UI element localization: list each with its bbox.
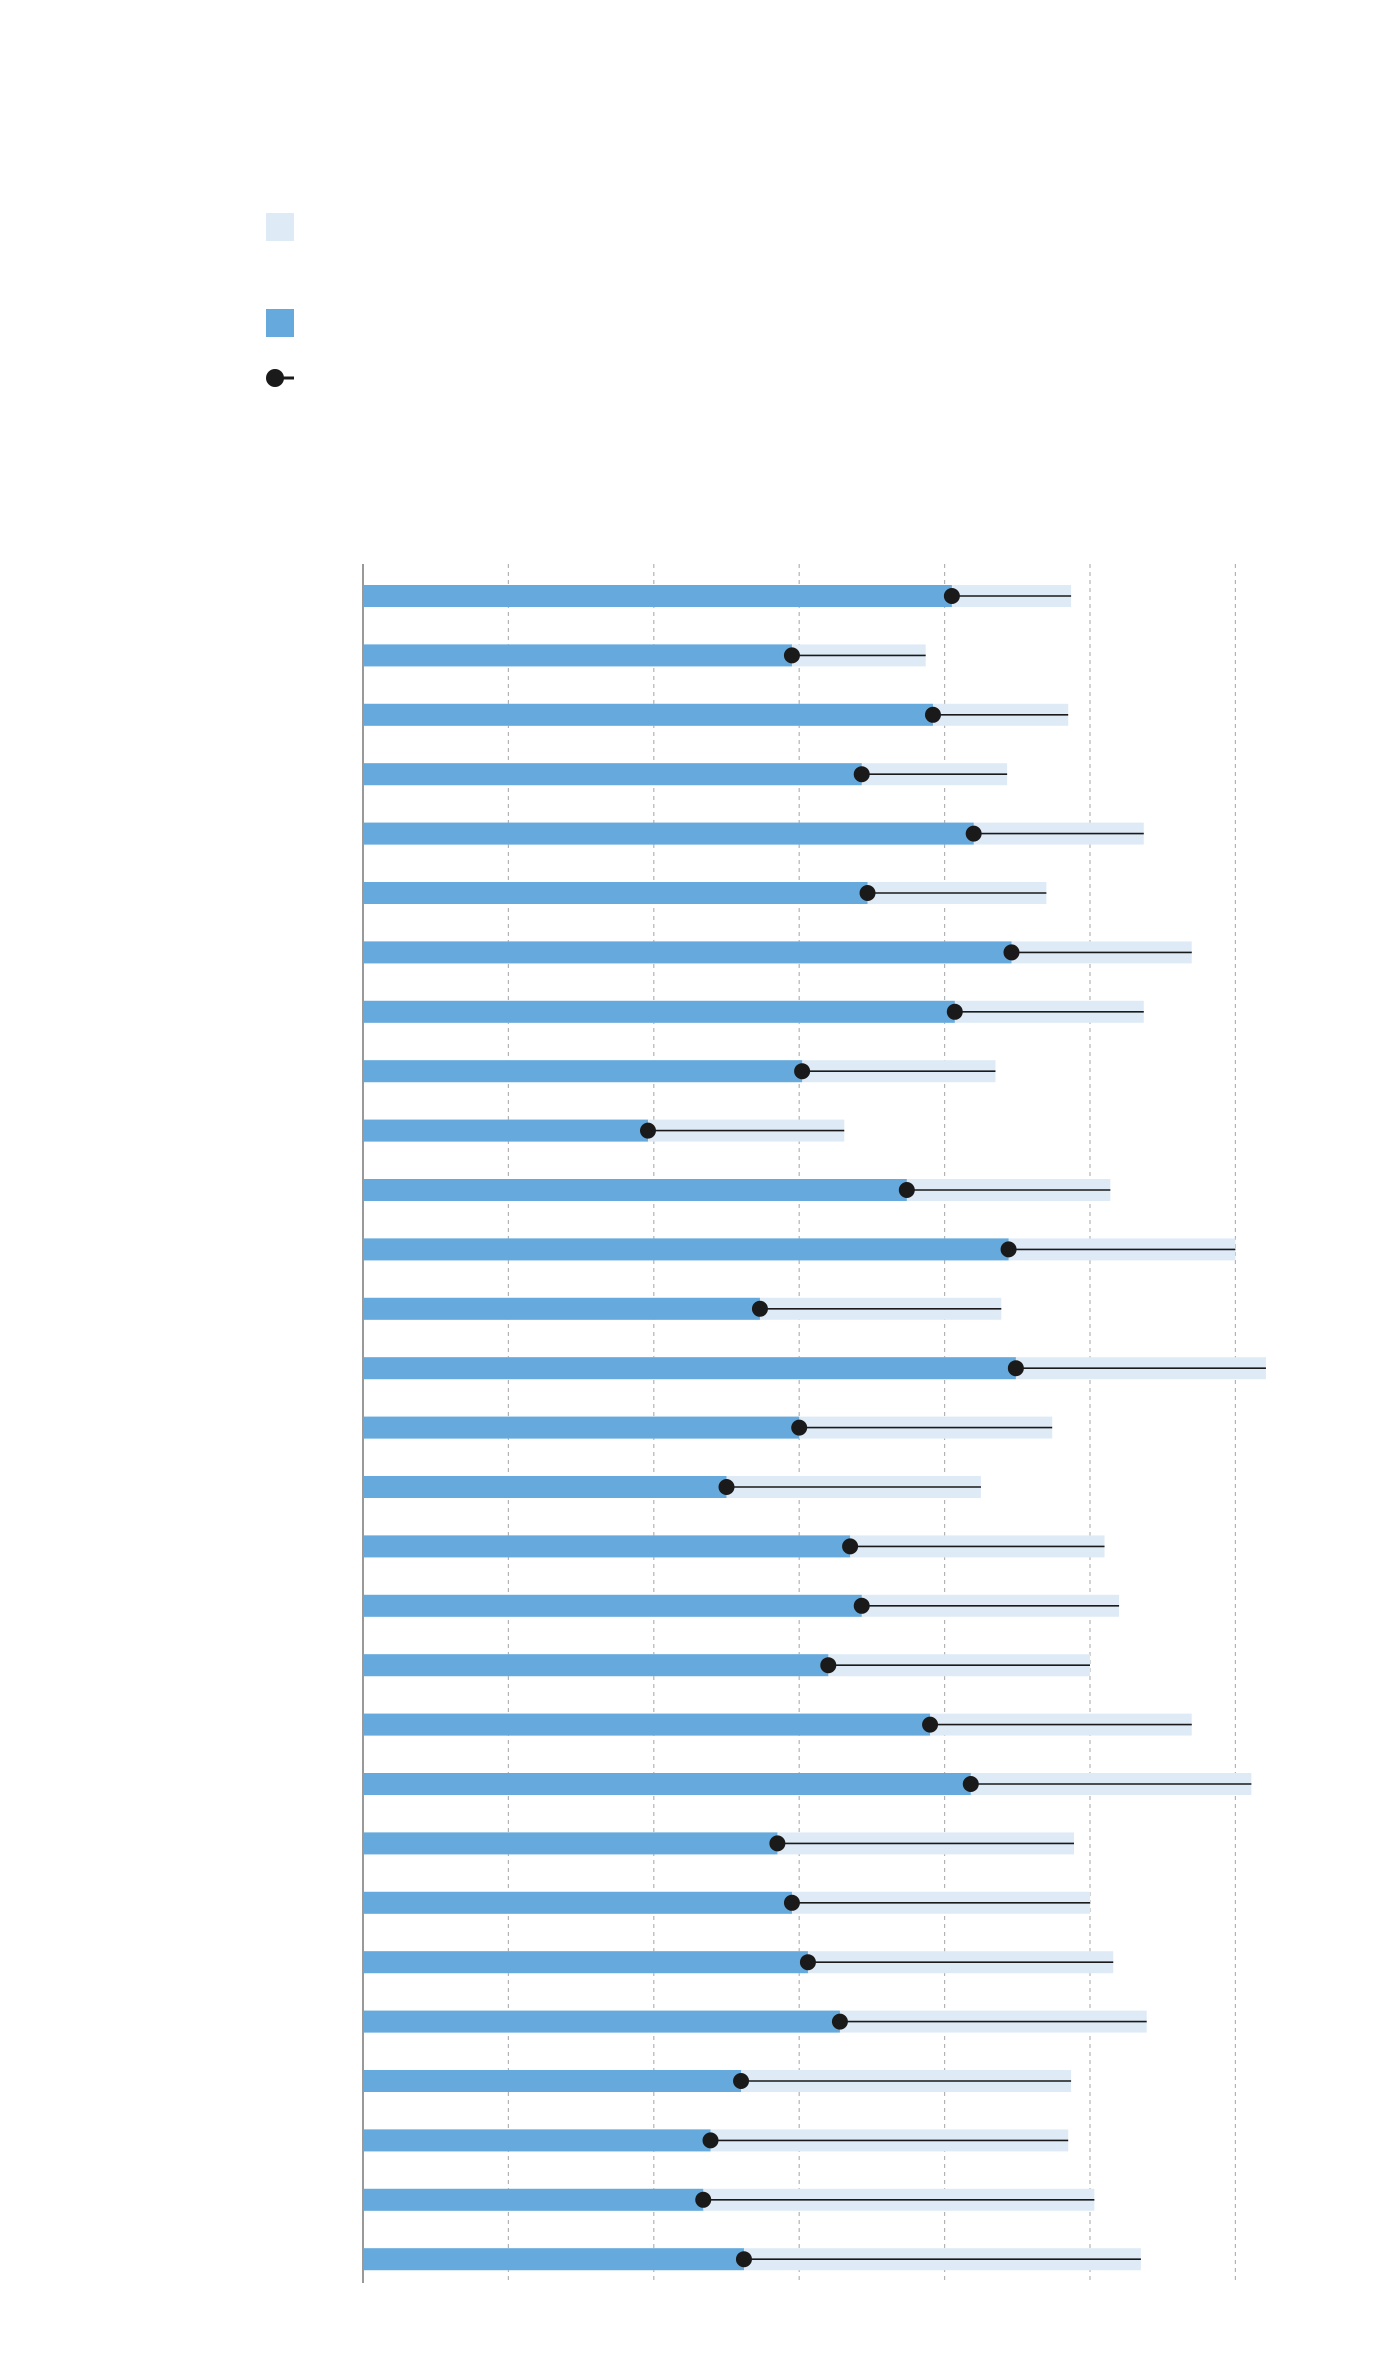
value-bar: [363, 2129, 711, 2152]
marker-dot: [853, 1597, 870, 1614]
value-bar: [363, 1357, 1016, 1380]
value-bar: [363, 822, 974, 845]
value-bar: [363, 1713, 931, 1736]
marker-dot: [799, 1954, 816, 1971]
marker-dot: [794, 1063, 811, 1080]
value-bar: [363, 2010, 840, 2033]
marker-dot: [1003, 944, 1020, 961]
marker-dot: [718, 1479, 735, 1495]
value-bar: [363, 1000, 955, 1023]
marker-dot: [783, 647, 800, 664]
marker-dot: [924, 706, 941, 723]
marker-dot: [922, 1716, 939, 1733]
value-bar: [363, 1238, 1009, 1261]
marker-dot: [962, 1776, 979, 1792]
value-bar: [363, 1060, 803, 1083]
marker-dot: [639, 1122, 656, 1139]
value-bar: [363, 703, 933, 726]
marker-dot: [965, 825, 982, 842]
marker-dot: [751, 1300, 768, 1317]
value-bar: [363, 1297, 760, 1320]
marker-dot: [1000, 1241, 1017, 1258]
value-bar: [363, 1476, 727, 1498]
marker-dot: [1007, 1360, 1024, 1377]
value-bar: [363, 1891, 792, 1914]
value-bar: [363, 1416, 800, 1439]
marker-dot: [842, 1538, 859, 1555]
legend-marker-icon: [266, 369, 294, 387]
value-bar: [363, 2188, 704, 2211]
value-bar: [363, 1594, 862, 1617]
value-bar: [363, 1951, 808, 1974]
legend-marker-dot: [266, 369, 284, 387]
value-bar: [363, 1654, 829, 1677]
value-bar: [363, 644, 792, 667]
value-bar: [363, 2248, 744, 2271]
marker-dot: [820, 1657, 837, 1674]
marker-dot: [943, 588, 960, 604]
marker-dot: [859, 885, 876, 901]
marker-dot: [791, 1419, 808, 1436]
value-bar: [363, 1119, 648, 1142]
legend-value-swatch: [266, 309, 294, 337]
marker-dot: [733, 2073, 750, 2089]
value-bar: [363, 585, 952, 607]
marker-dot: [769, 1835, 786, 1852]
value-bar: [363, 763, 862, 786]
marker-dot: [831, 2013, 848, 2030]
value-bar: [363, 1179, 907, 1201]
marker-dot: [946, 1003, 963, 1020]
marker-dot: [735, 2251, 752, 2268]
value-bar: [363, 1832, 778, 1855]
legend-range-swatch: [266, 213, 294, 241]
marker-dot: [695, 2191, 712, 2208]
marker-dot: [783, 1894, 800, 1911]
value-bar: [363, 2070, 742, 2092]
value-bar: [363, 882, 868, 904]
marker-dot: [898, 1182, 915, 1198]
value-bar: [363, 941, 1012, 964]
marker-dot: [853, 766, 870, 783]
marker-dot: [702, 2132, 719, 2149]
value-bar: [363, 1773, 971, 1795]
value-bar: [363, 1535, 851, 1558]
